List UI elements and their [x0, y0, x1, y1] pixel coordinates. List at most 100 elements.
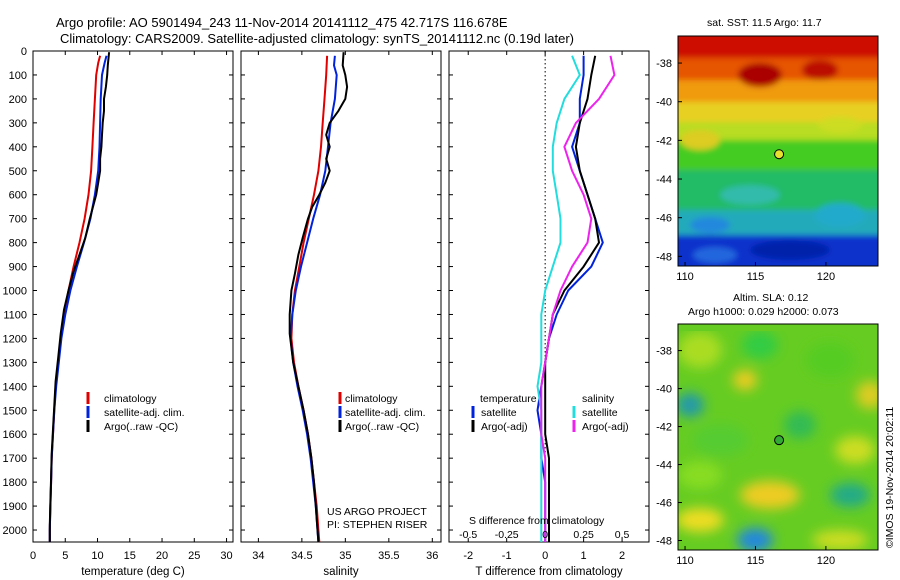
s-tick-label: 0.5 — [615, 529, 630, 541]
sst-map-axes: 110 115 120 -38 -40 -42 -44 -46 -48 — [656, 58, 835, 283]
s-tick-label: -0.5 — [459, 529, 477, 541]
y-tick-label: 900 — [9, 262, 27, 274]
x-tick-label: 30 — [220, 550, 232, 562]
x-tick-label: 35 — [339, 550, 351, 562]
map-x-tick-label: 110 — [676, 271, 694, 283]
sla-map — [678, 324, 878, 550]
y-tick-label: 300 — [9, 118, 27, 130]
s-tick-label: 0 — [542, 529, 548, 541]
map-y-tick-label: -48 — [656, 251, 672, 263]
y-tick-label: 1500 — [3, 405, 27, 417]
difference-legend: temperature salinity satellite Argo(-adj… — [471, 393, 629, 433]
legend-header-temperature: temperature — [480, 393, 537, 405]
header-line1: Argo profile: AO 5901494_243 11-Nov-2014… — [56, 15, 508, 30]
map-x-tick-label: 115 — [747, 555, 765, 567]
x-tick-label: 0 — [542, 550, 548, 562]
temperature-panel: 0100200300400500600700800900100011001200… — [3, 46, 234, 578]
map-y-tick-label: -40 — [656, 97, 672, 109]
map-x-tick-label: 110 — [676, 555, 694, 567]
x-axis-label: salinity — [323, 566, 358, 578]
s-difference-ticks: -0.5 -0.25 0 0.25 0.5 — [459, 529, 629, 541]
y-tick-label: 800 — [9, 238, 27, 250]
series-line-satellite — [536, 55, 581, 542]
sla-map-title: Altim. SLA: 0.12 — [733, 292, 808, 304]
y-tick-label: 1600 — [3, 429, 27, 441]
y-tick-label: 100 — [9, 70, 27, 82]
map-y-tick-label: -48 — [656, 536, 672, 548]
legend-label-t-argo: Argo(-adj) — [481, 421, 528, 433]
header-line2: Climatology: CARS2009. Satellite-adjuste… — [60, 31, 574, 46]
legend-label-satellite: satellite-adj. clim. — [104, 407, 185, 419]
sla-map-frame — [677, 323, 879, 551]
map-y-tick-label: -38 — [656, 58, 672, 70]
legend-label-satellite: satellite-adj. clim. — [345, 407, 426, 419]
credit-line1: US ARGO PROJECT — [327, 506, 427, 518]
y-tick-label: 1200 — [3, 333, 27, 345]
x-tick-label: 20 — [156, 550, 168, 562]
legend-label-s-argo: Argo(-adj) — [582, 421, 629, 433]
y-tick-label: 1100 — [3, 309, 27, 321]
map-y-tick-label: -42 — [656, 135, 672, 147]
sla-map-axes: 110 115 120 -38 -40 -42 -44 -46 -48 — [656, 346, 835, 567]
x-axis-label: temperature (deg C) — [81, 566, 185, 578]
legend-label-climatology: climatology — [345, 393, 398, 405]
sst-map-title: sat. SST: 11.5 Argo: 11.7 — [707, 17, 822, 29]
map-y-tick-label: -46 — [656, 213, 672, 225]
s-tick-label: -0.25 — [495, 529, 519, 541]
legend-label-argo: Argo(..raw -QC) — [104, 421, 178, 433]
y-tick-label: 700 — [9, 214, 27, 226]
argo-position-marker — [774, 435, 785, 446]
map-y-tick-label: -42 — [656, 422, 672, 434]
series-line-argo-raw-qc- — [288, 52, 349, 543]
x-tick-label: 2 — [619, 550, 625, 562]
difference-panel: -2 -1 0 1 2 T difference from climatology — [448, 50, 650, 578]
legend-label-t-satellite: satellite — [481, 407, 517, 419]
series-line-satellite — [536, 55, 604, 542]
x-tick-label: -1 — [502, 550, 512, 562]
s-tick-label: 0.25 — [573, 529, 594, 541]
map-x-tick-label: 115 — [747, 271, 765, 283]
series-line-argo-raw-qc- — [48, 52, 111, 542]
x-tick-label: 0 — [30, 550, 36, 562]
y-tick-label: 600 — [9, 190, 27, 202]
y-tick-label: 1800 — [3, 477, 27, 489]
y-tick-label: 1000 — [3, 286, 27, 298]
x-tick-label: 35.5 — [378, 550, 399, 562]
x-tick-label: 1 — [581, 550, 587, 562]
sst-map-frame — [677, 35, 879, 267]
x-tick-label: -2 — [463, 550, 473, 562]
map-y-tick-label: -44 — [656, 174, 672, 186]
x-tick-label: 15 — [124, 550, 136, 562]
imos-timestamp: ©IMOS 19-Nov-2014 20:02:11 — [884, 407, 896, 548]
y-tick-label: 1900 — [3, 501, 27, 513]
y-tick-label: 200 — [9, 94, 27, 106]
map-y-tick-label: -38 — [656, 346, 672, 358]
salinity-legend: climatology satellite-adj. clim. Argo(..… — [338, 392, 426, 433]
legend-label-s-satellite: satellite — [582, 407, 618, 419]
y-tick-label: 1300 — [3, 357, 27, 369]
x-tick-label: 25 — [188, 550, 200, 562]
x-tick-label: 36 — [426, 550, 438, 562]
map-x-tick-label: 120 — [817, 271, 835, 283]
argo-position-marker — [774, 149, 785, 160]
series-line-argo-adj- — [544, 55, 600, 542]
x-axis-label: T difference from climatology — [475, 566, 622, 578]
y-tick-label: 400 — [9, 142, 27, 154]
salinity-panel: 34 34.5 35 35.5 36 salinity — [240, 50, 442, 578]
y-tick-label: 1700 — [3, 453, 27, 465]
legend-label-argo: Argo(..raw -QC) — [345, 421, 419, 433]
x-tick-label: 10 — [91, 550, 103, 562]
series-line-argo-adj- — [540, 55, 616, 542]
map-y-tick-label: -40 — [656, 384, 672, 396]
y-tick-label: 2000 — [3, 525, 27, 537]
temperature-legend: climatology satellite-adj. clim. Argo(..… — [86, 392, 185, 433]
credit-line2: PI: STEPHEN RISER — [327, 519, 428, 531]
x-tick-label: 34 — [252, 550, 264, 562]
map-y-tick-label: -44 — [656, 460, 672, 472]
map-y-tick-label: -46 — [656, 498, 672, 510]
x-tick-label: 34.5 — [291, 550, 312, 562]
s-difference-label: S difference from climatology — [469, 515, 605, 527]
sla-map-subtitle: Argo h1000: 0.029 h2000: 0.073 — [688, 306, 839, 318]
legend-header-salinity: salinity — [582, 393, 615, 405]
